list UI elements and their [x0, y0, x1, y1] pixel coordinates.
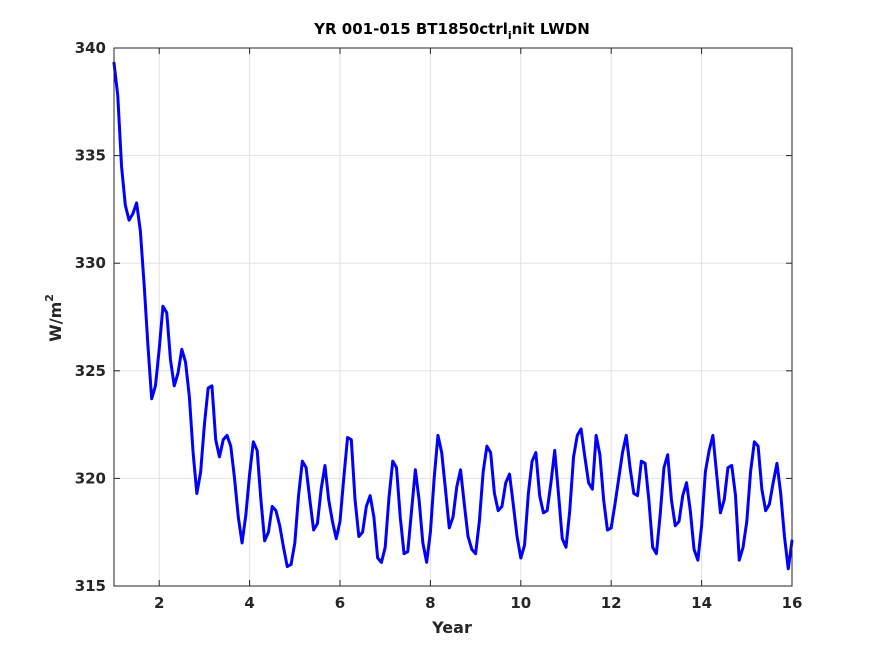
- x-tick-label: 6: [335, 594, 345, 612]
- y-tick-label: 325: [75, 362, 106, 380]
- x-tick-label: 10: [510, 594, 531, 612]
- y-axis-label: W/m2: [43, 294, 65, 342]
- chart-title: YR 001-015 BT1850ctrlinit LWDN: [313, 20, 590, 42]
- x-tick-label: 12: [601, 594, 622, 612]
- y-axis-label-superscript: 2: [43, 294, 56, 302]
- title-subscript: i: [508, 29, 512, 42]
- x-tick-label: 2: [154, 594, 164, 612]
- axes: [113, 47, 793, 587]
- x-tick-label: 4: [244, 594, 254, 612]
- axes-frame: [113, 47, 793, 587]
- y-tick-label: 335: [75, 147, 106, 165]
- tick-labels: 2 4 6 8 10 12 14 16 315 320 325 330 335 340: [75, 39, 803, 612]
- x-tick-label: 8: [425, 594, 435, 612]
- y-axis-label-main: W/m: [46, 302, 65, 342]
- y-tick-label: 330: [75, 254, 106, 272]
- plot-area: [112, 61, 794, 571]
- x-axis-label: Year: [431, 618, 472, 637]
- title-main: YR 001-015 BT1850ctrl: [313, 20, 508, 38]
- y-tick-label: 320: [75, 469, 106, 487]
- grid: [114, 48, 792, 586]
- title-suffix: nit LWDN: [512, 20, 590, 38]
- x-tick-label: 14: [691, 594, 712, 612]
- plot-background: [114, 48, 792, 586]
- y-tick-label: 315: [75, 577, 106, 595]
- y-tick-label: 340: [75, 39, 106, 57]
- series-line-1: [112, 61, 794, 571]
- x-tick-label: 16: [782, 594, 803, 612]
